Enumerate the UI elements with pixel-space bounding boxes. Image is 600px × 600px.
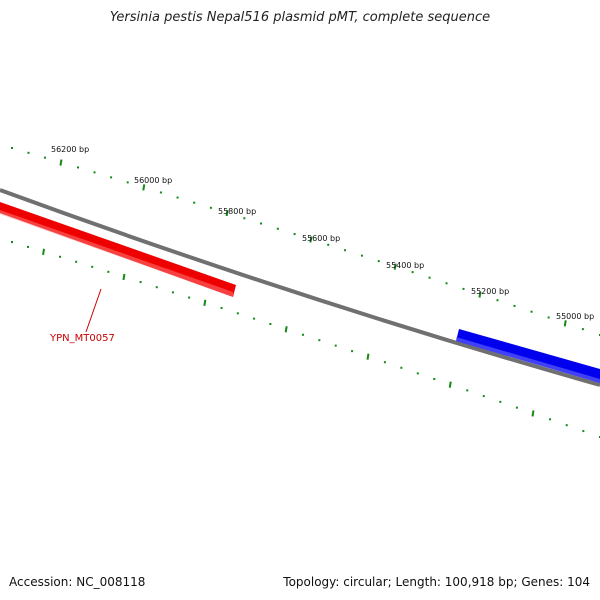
map-title: Yersinia pestis Nepal516 plasmid pMT, co…	[109, 10, 491, 25]
plasmid-backbone	[0, 188, 600, 387]
major-tick	[563, 320, 567, 327]
major-tick	[284, 326, 288, 333]
accession-text: Accession: NC_008118	[9, 575, 146, 589]
ruler-label: 55200 bp	[471, 287, 509, 296]
ruler-label: 55800 bp	[218, 207, 256, 216]
ruler-label: 56200 bp	[51, 145, 89, 154]
major-tick	[142, 184, 146, 191]
ruler-label: 55000 bp	[556, 312, 594, 321]
gene-label-leader-line	[85, 288, 102, 333]
major-tick	[531, 410, 535, 417]
ruler-label: 55600 bp	[302, 234, 340, 243]
major-tick	[42, 248, 46, 256]
gene-feature-ypn-mt0057[interactable]	[0, 202, 236, 297]
major-tick	[393, 263, 397, 270]
gene-feature-forward[interactable]	[456, 329, 600, 383]
inner-tick-track	[11, 241, 600, 438]
major-tick	[448, 381, 452, 388]
major-tick	[122, 273, 126, 281]
major-tick	[478, 291, 482, 298]
major-tick	[309, 236, 313, 243]
major-tick	[59, 159, 63, 166]
ruler-label: 56000 bp	[134, 176, 172, 185]
major-tick	[366, 353, 370, 360]
outer-tick-track	[11, 147, 600, 336]
major-tick	[225, 209, 229, 217]
ruler-label: 55400 bp	[386, 261, 424, 270]
topology-summary-text: Topology: circular; Length: 100,918 bp; …	[283, 575, 590, 589]
gene-label-ypn-mt0057[interactable]: YPN_MT0057	[49, 333, 115, 344]
major-tick	[203, 299, 207, 306]
